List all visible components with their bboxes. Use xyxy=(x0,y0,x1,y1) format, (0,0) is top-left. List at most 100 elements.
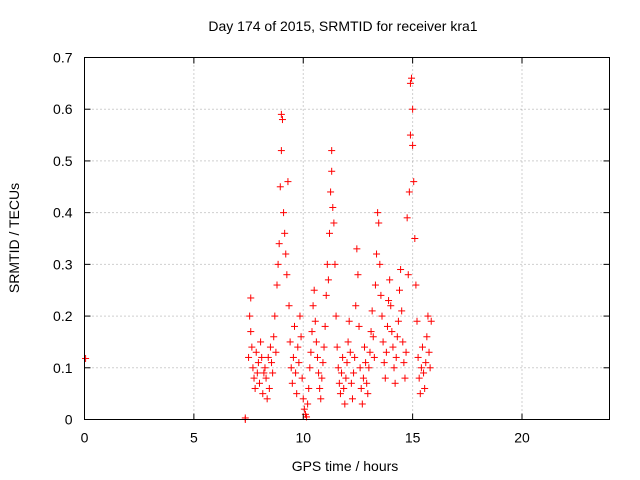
data-point xyxy=(265,384,273,392)
data-point xyxy=(262,374,270,382)
data-point xyxy=(394,317,402,325)
y-tick-label: 0.1 xyxy=(53,360,73,376)
data-point xyxy=(374,209,382,217)
data-point xyxy=(397,266,405,274)
data-point xyxy=(330,219,338,227)
data-point xyxy=(263,395,271,403)
data-point xyxy=(278,116,286,124)
data-point xyxy=(318,374,326,382)
data-point xyxy=(285,302,293,310)
data-point xyxy=(331,260,339,268)
data-point xyxy=(245,353,253,361)
y-tick-label: 0.3 xyxy=(53,256,73,272)
data-point xyxy=(392,353,400,361)
data-point xyxy=(396,286,403,294)
data-point xyxy=(399,338,407,346)
data-point xyxy=(291,322,298,330)
data-point xyxy=(336,390,344,398)
data-point xyxy=(335,379,343,387)
data-point xyxy=(311,317,319,325)
data-point xyxy=(420,369,428,377)
data-point xyxy=(259,390,267,398)
data-point xyxy=(390,364,398,372)
data-point xyxy=(250,374,258,382)
data-point xyxy=(247,328,255,336)
data-point xyxy=(359,374,367,382)
data-point xyxy=(368,307,376,315)
y-tick-label: 0 xyxy=(65,412,73,428)
data-point xyxy=(350,369,358,377)
data-point xyxy=(256,379,263,387)
data-point xyxy=(327,188,335,196)
data-point xyxy=(361,343,368,351)
data-point xyxy=(261,364,269,372)
data-point xyxy=(406,79,414,87)
data-point xyxy=(413,317,421,325)
data-point xyxy=(282,250,290,258)
data-point xyxy=(414,353,422,361)
data-point xyxy=(298,374,306,382)
data-point xyxy=(387,302,395,310)
data-point xyxy=(375,219,383,227)
data-point xyxy=(346,348,354,356)
data-point xyxy=(251,384,259,392)
data-point xyxy=(266,343,274,351)
data-point xyxy=(417,364,425,372)
data-point xyxy=(252,348,260,356)
data-point xyxy=(276,183,284,191)
data-point xyxy=(310,286,318,294)
data-point xyxy=(389,343,397,351)
data-point xyxy=(421,384,429,392)
data-point xyxy=(385,297,393,305)
data-point xyxy=(334,364,342,372)
data-point xyxy=(254,359,262,367)
data-point xyxy=(339,353,347,361)
data-point xyxy=(295,359,303,367)
data-point xyxy=(427,317,435,325)
data-point xyxy=(248,343,256,351)
data-point xyxy=(347,379,355,387)
data-point xyxy=(258,353,266,361)
data-point xyxy=(299,395,307,403)
x-axis-label: GPS time / hours xyxy=(292,458,399,474)
data-point xyxy=(351,353,359,361)
data-point xyxy=(246,312,254,320)
data-point xyxy=(362,359,370,367)
data-point xyxy=(363,379,371,387)
data-point xyxy=(304,400,312,408)
data-point xyxy=(426,364,434,372)
data-point xyxy=(418,343,426,351)
data-point xyxy=(423,333,431,341)
data-point xyxy=(400,359,408,367)
data-point xyxy=(393,333,401,341)
data-point xyxy=(408,74,416,82)
data-point xyxy=(357,384,365,392)
data-point xyxy=(305,384,313,392)
data-point xyxy=(280,209,288,217)
data-point xyxy=(271,312,279,320)
data-point xyxy=(348,395,356,403)
data-point xyxy=(356,364,364,372)
data-point xyxy=(411,235,419,242)
y-tick-label: 0.5 xyxy=(53,153,73,169)
data-point xyxy=(292,369,300,377)
data-point xyxy=(320,343,328,351)
data-point xyxy=(370,353,378,361)
data-point xyxy=(306,364,314,372)
data-point xyxy=(293,390,301,398)
data-point xyxy=(284,178,292,186)
data-point xyxy=(286,338,294,346)
data-point xyxy=(324,276,332,284)
x-tick-label: 20 xyxy=(514,430,530,446)
data-point xyxy=(355,322,363,330)
data-point xyxy=(424,312,432,320)
data-point xyxy=(383,322,391,330)
data-point xyxy=(296,312,304,320)
data-point xyxy=(333,343,341,351)
data-point xyxy=(321,322,329,330)
data-point xyxy=(316,384,324,392)
data-point xyxy=(328,147,336,155)
data-point xyxy=(329,203,337,211)
data-point xyxy=(378,312,386,320)
data-point xyxy=(409,141,417,149)
